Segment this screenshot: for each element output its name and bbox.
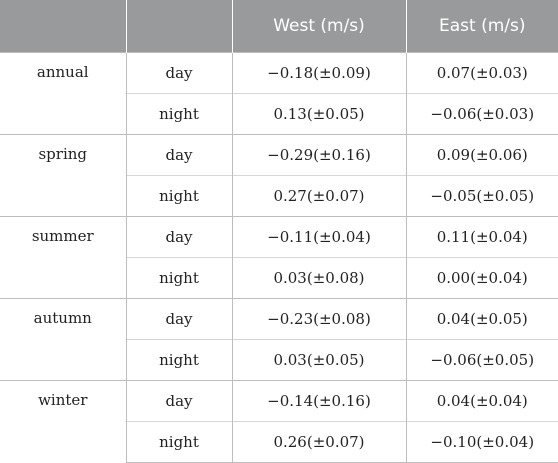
table-row: spring day −0.29(±0.16) 0.09(±0.06)	[0, 134, 558, 217]
west-cell: 0.26(±0.07)	[231, 421, 406, 463]
east-cell: 0.11(±0.04)	[405, 216, 558, 258]
table-row: annual day −0.18(±0.09) 0.07(±0.03)	[0, 52, 558, 135]
west-cell: −0.14(±0.16)	[231, 380, 406, 422]
east-cell: −0.06(±0.05)	[405, 339, 558, 381]
west-cell: 0.13(±0.05)	[231, 93, 406, 135]
time-cell: night	[125, 339, 232, 381]
time-cell: night	[125, 175, 232, 217]
header-season	[0, 0, 126, 53]
header-row: West (m/s) East (m/s)	[0, 0, 558, 53]
header-time	[125, 0, 232, 53]
west-cell: −0.11(±0.04)	[231, 216, 406, 258]
east-cell: −0.06(±0.03)	[405, 93, 558, 135]
table-row: autumn day −0.23(±0.08) 0.04(±0.05)	[0, 298, 558, 381]
table-row: summer day −0.11(±0.04) 0.11(±0.04)	[0, 216, 558, 299]
east-cell: 0.07(±0.03)	[405, 52, 558, 94]
header-west: West (m/s)	[231, 0, 406, 53]
season-label: annual	[0, 52, 126, 135]
table-row: night 0.13(±0.05) −0.06(±0.03)	[0, 93, 558, 135]
west-cell: −0.18(±0.09)	[231, 52, 406, 94]
west-cell: −0.29(±0.16)	[231, 134, 406, 176]
season-label: autumn	[0, 298, 126, 381]
west-cell: 0.03(±0.05)	[231, 339, 406, 381]
east-cell: 0.04(±0.04)	[405, 380, 558, 422]
west-cell: 0.27(±0.07)	[231, 175, 406, 217]
time-cell: night	[125, 93, 232, 135]
east-cell: −0.05(±0.05)	[405, 175, 558, 217]
time-cell: night	[125, 257, 232, 299]
header-east: East (m/s)	[405, 0, 558, 53]
time-cell: day	[125, 134, 232, 176]
east-cell: 0.09(±0.06)	[405, 134, 558, 176]
time-cell: day	[125, 380, 232, 422]
time-cell: day	[125, 216, 232, 258]
west-cell: 0.03(±0.08)	[231, 257, 406, 299]
east-cell: 0.00(±0.04)	[405, 257, 558, 299]
table-row: night 0.27(±0.07) −0.05(±0.05)	[0, 175, 558, 217]
time-cell: day	[125, 52, 232, 94]
east-cell: −0.10(±0.04)	[405, 421, 558, 463]
east-cell: 0.04(±0.05)	[405, 298, 558, 340]
table-row: winter day −0.14(±0.16) 0.04(±0.04)	[0, 380, 558, 463]
west-cell: −0.23(±0.08)	[231, 298, 406, 340]
table-row: night 0.03(±0.05) −0.06(±0.05)	[0, 339, 558, 381]
season-label: spring	[0, 134, 126, 217]
time-cell: day	[125, 298, 232, 340]
season-label: winter	[0, 380, 126, 463]
season-label: summer	[0, 216, 126, 299]
table-row: night 0.03(±0.08) 0.00(±0.04)	[0, 257, 558, 299]
time-cell: night	[125, 421, 232, 463]
